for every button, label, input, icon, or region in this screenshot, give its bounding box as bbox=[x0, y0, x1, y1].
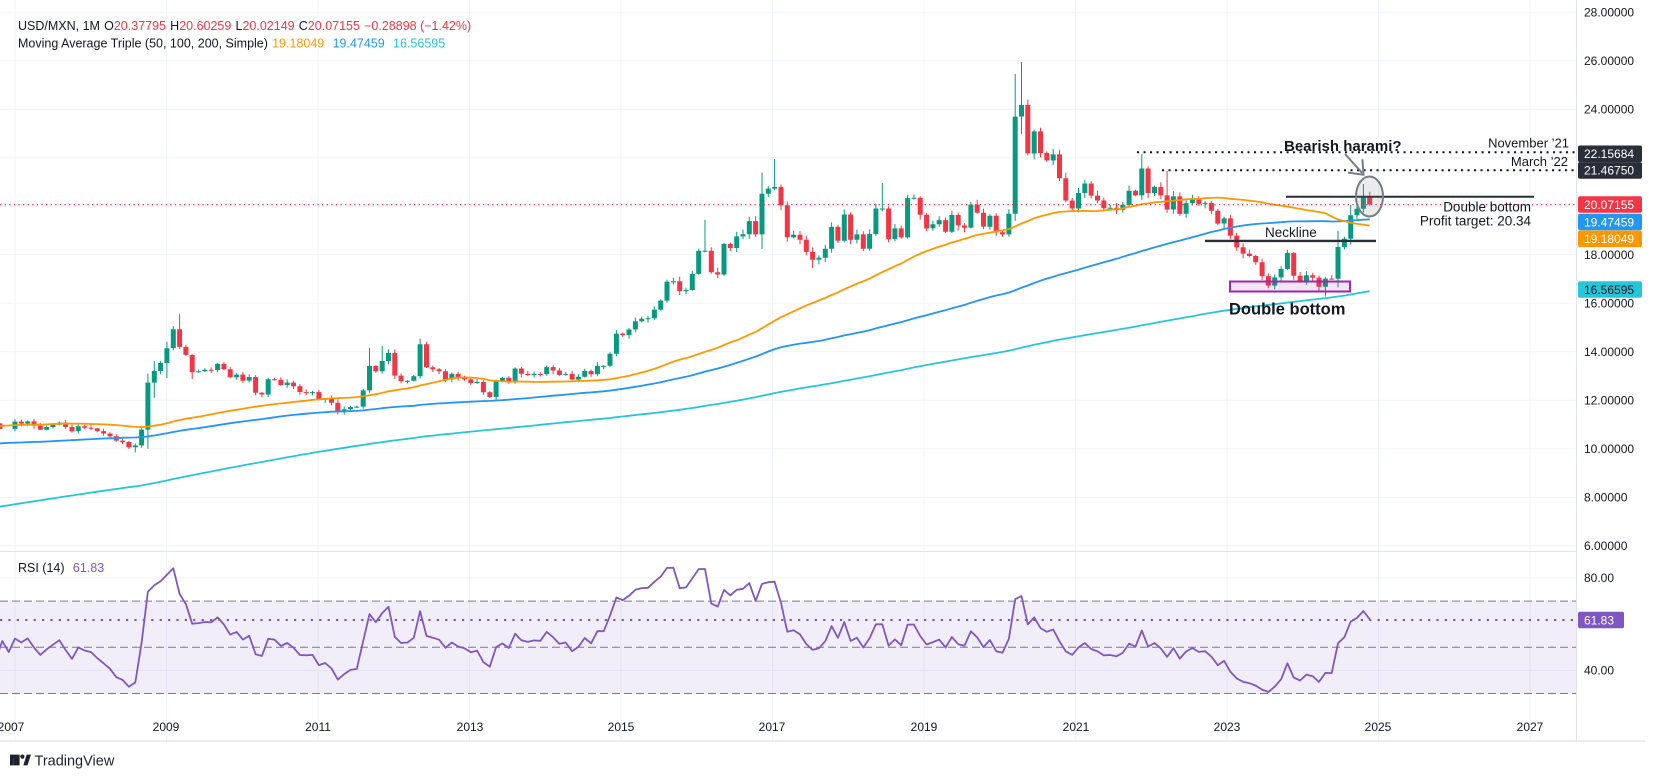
svg-text:2025: 2025 bbox=[1365, 720, 1392, 734]
svg-text:16.00000: 16.00000 bbox=[1584, 296, 1634, 310]
svg-text:Double bottom: Double bottom bbox=[1443, 200, 1531, 215]
svg-text:10.00000: 10.00000 bbox=[1584, 442, 1634, 456]
svg-text:2013: 2013 bbox=[457, 720, 484, 734]
svg-text:2027: 2027 bbox=[1517, 720, 1544, 734]
svg-text:61.83: 61.83 bbox=[1584, 613, 1614, 627]
svg-text:Double bottom: Double bottom bbox=[1229, 301, 1345, 319]
svg-text:21.46750: 21.46750 bbox=[1584, 164, 1634, 178]
svg-text:2009: 2009 bbox=[153, 720, 180, 734]
svg-text:November ’21: November ’21 bbox=[1488, 136, 1569, 151]
svg-text:Bearish harami?: Bearish harami? bbox=[1284, 138, 1402, 155]
svg-text:Moving Average Triple (50, 100: Moving Average Triple (50, 100, 200, Sim… bbox=[18, 37, 445, 51]
svg-text:40.00: 40.00 bbox=[1584, 663, 1614, 677]
svg-text:22.15684: 22.15684 bbox=[1584, 147, 1634, 161]
svg-text:24.00000: 24.00000 bbox=[1584, 102, 1634, 116]
svg-text:6.00000: 6.00000 bbox=[1584, 539, 1628, 553]
svg-text:18.00000: 18.00000 bbox=[1584, 248, 1634, 262]
svg-text:Neckline: Neckline bbox=[1265, 225, 1317, 240]
svg-text:12.00000: 12.00000 bbox=[1584, 393, 1634, 407]
svg-text:TradingView: TradingView bbox=[35, 754, 115, 770]
svg-text:19.18049: 19.18049 bbox=[1584, 232, 1634, 246]
svg-text:8.00000: 8.00000 bbox=[1584, 490, 1628, 504]
svg-text:Profit target: 20.34: Profit target: 20.34 bbox=[1420, 214, 1532, 229]
svg-text:2007: 2007 bbox=[0, 720, 25, 734]
svg-text:26.00000: 26.00000 bbox=[1584, 54, 1634, 68]
svg-text:16.56595: 16.56595 bbox=[1584, 283, 1634, 297]
svg-text:28.00000: 28.00000 bbox=[1584, 5, 1634, 19]
svg-text:80.00: 80.00 bbox=[1584, 571, 1614, 585]
svg-text:March ’22: March ’22 bbox=[1511, 154, 1568, 169]
svg-text:19.47459: 19.47459 bbox=[1584, 215, 1634, 229]
svg-text:RSI (14) 61.83: RSI (14) 61.83 bbox=[18, 561, 104, 575]
svg-text:2021: 2021 bbox=[1063, 720, 1090, 734]
svg-text:14.00000: 14.00000 bbox=[1584, 345, 1634, 359]
svg-text:2011: 2011 bbox=[305, 720, 331, 734]
svg-text:2017: 2017 bbox=[759, 720, 786, 734]
svg-text:2019: 2019 bbox=[911, 720, 938, 734]
svg-text:2015: 2015 bbox=[608, 720, 635, 734]
svg-text:2023: 2023 bbox=[1214, 720, 1241, 734]
svg-text:USD/MXN, 1M O20.37795 H20.6025: USD/MXN, 1M O20.37795 H20.60259 L20.0214… bbox=[18, 19, 471, 33]
svg-text:20.07155: 20.07155 bbox=[1584, 198, 1634, 212]
